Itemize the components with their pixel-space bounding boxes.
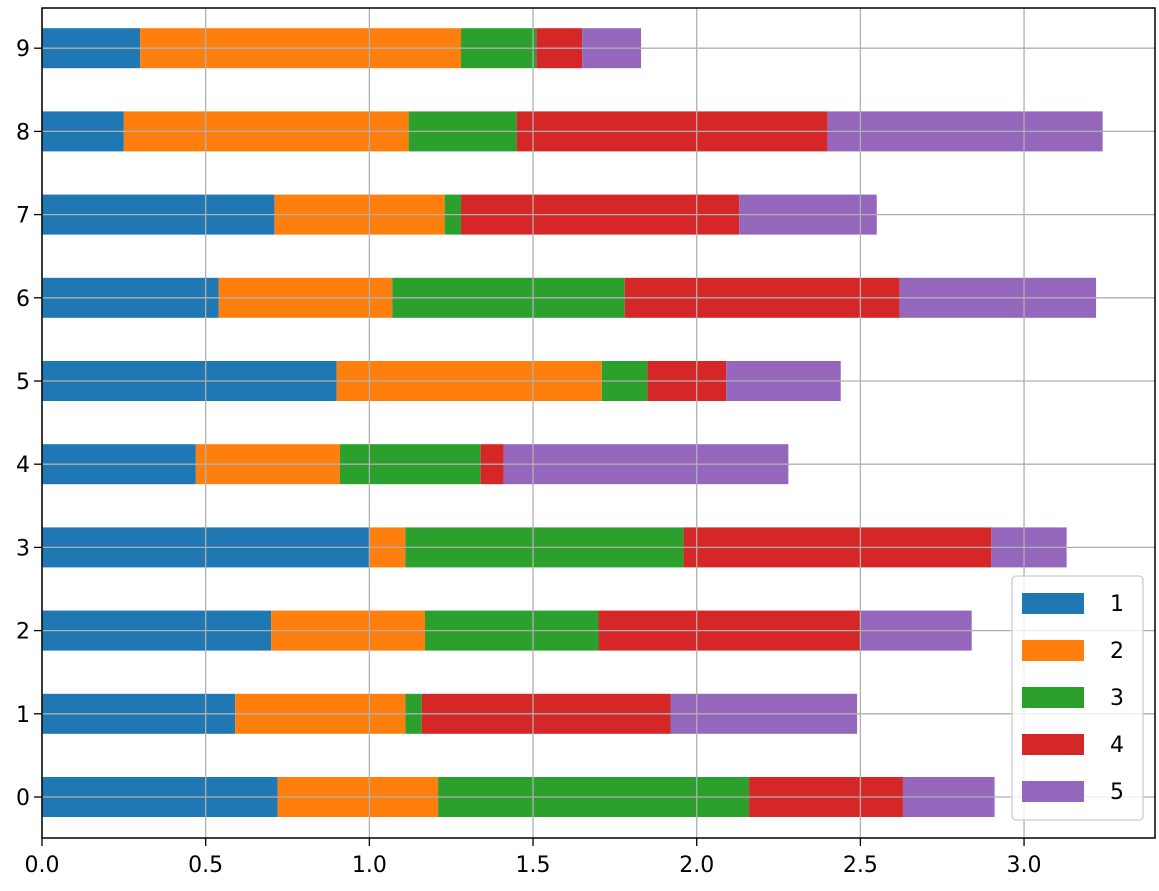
y-tick-label: 0 [16,786,30,811]
axis-ticks: 0.0 0.5 1.0 1.5 2.0 2.5 3.0 0 1 2 3 4 5 6 7 8 9 [16,37,1042,878]
legend-label: 5 [1110,780,1124,805]
legend-label: 4 [1110,733,1124,758]
y-tick-label: 9 [16,37,30,62]
y-tick-label: 2 [16,620,30,645]
x-tick-label: 0.5 [188,853,223,878]
x-tick-label: 1.0 [352,853,387,878]
legend-swatch-2 [1022,640,1084,661]
plot-frame [41,7,1156,839]
y-tick-label: 3 [16,536,30,561]
x-tick-label: 1.5 [516,853,551,878]
legend-swatch-3 [1022,687,1084,708]
y-tick-label: 6 [16,287,30,312]
legend-label: 3 [1110,686,1124,711]
y-tick-label: 1 [16,703,30,728]
y-tick-label: 7 [16,204,30,229]
x-tick-label: 2.0 [679,853,714,878]
legend-swatch-4 [1022,734,1084,755]
x-tick-label: 3.0 [1007,853,1042,878]
x-tick-label: 0.0 [25,853,60,878]
legend-label: 1 [1110,592,1124,617]
legend: 1 2 3 4 5 [1011,575,1144,821]
y-tick-label: 5 [16,370,30,395]
y-tick-label: 4 [16,453,30,478]
legend-swatch-5 [1022,781,1084,802]
legend-label: 2 [1110,639,1124,664]
legend-swatch-1 [1022,593,1084,614]
y-tick-label: 8 [16,120,30,145]
x-tick-label: 2.5 [843,853,878,878]
bars [41,8,1155,838]
